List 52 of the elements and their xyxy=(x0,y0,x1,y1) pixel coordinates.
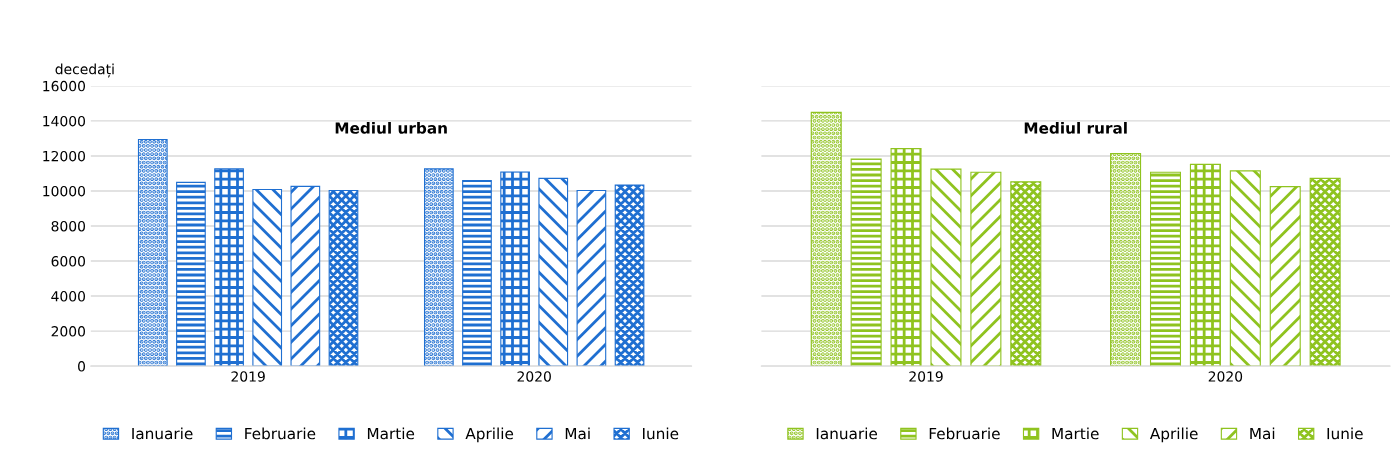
y-tick-label: 10000 xyxy=(43,185,86,197)
legend-label: Mai xyxy=(1250,427,1275,440)
legend-label: Martie xyxy=(367,427,415,440)
text: Mediul urban xyxy=(335,121,447,134)
legend-label: Martie xyxy=(1052,427,1099,440)
y-tick-label: 14000 xyxy=(43,115,86,127)
bar xyxy=(137,138,168,367)
legend-label: Februarie xyxy=(929,427,1000,440)
bar xyxy=(1229,170,1261,367)
y-tick-label: 16000 xyxy=(43,80,86,92)
y-tick-label: 12000 xyxy=(43,150,86,162)
bar xyxy=(328,189,359,367)
bar xyxy=(500,171,530,367)
legend-label: Iunie xyxy=(1327,427,1363,440)
legend-label: Ianuarie xyxy=(132,427,193,440)
bar xyxy=(890,148,922,367)
bar xyxy=(176,181,206,367)
bar xyxy=(423,168,454,367)
x-tick-label: 2019 xyxy=(909,371,943,382)
y-axis-title: decedați xyxy=(55,63,114,78)
bar xyxy=(1189,163,1221,367)
y-tick-label: 8000 xyxy=(51,220,86,232)
y-tick-label: 2000 xyxy=(51,326,86,337)
bar xyxy=(1110,152,1142,367)
x-tick-label: 2020 xyxy=(517,371,551,382)
y-tick-label: 6000 xyxy=(51,256,86,267)
legend-label: Aprilie xyxy=(465,427,514,443)
bar xyxy=(1269,186,1301,367)
legend-label: Aprilie xyxy=(1149,427,1198,443)
legend-label: Ianuarie xyxy=(816,427,878,440)
bar xyxy=(850,158,882,367)
bar xyxy=(1309,177,1341,367)
bar xyxy=(214,168,244,367)
legend-label: Mai xyxy=(565,427,590,440)
y-tick-label: 4000 xyxy=(51,291,86,302)
text: Mediul rural xyxy=(1024,121,1127,134)
bar xyxy=(970,171,1002,367)
bar xyxy=(290,185,321,367)
legend-label: Iunie xyxy=(643,427,679,440)
bar xyxy=(930,168,962,367)
y-tick-label: 0 xyxy=(78,361,86,372)
bar xyxy=(1149,171,1182,367)
bar xyxy=(576,189,607,367)
bar xyxy=(1010,181,1042,367)
bar xyxy=(462,180,492,367)
bar xyxy=(538,177,569,367)
legend-label: Februarie xyxy=(245,427,316,440)
bar xyxy=(252,189,283,367)
bar xyxy=(614,184,645,367)
x-tick-label: 2019 xyxy=(231,371,265,382)
bar xyxy=(810,111,842,367)
x-tick-label: 2020 xyxy=(1208,371,1243,382)
